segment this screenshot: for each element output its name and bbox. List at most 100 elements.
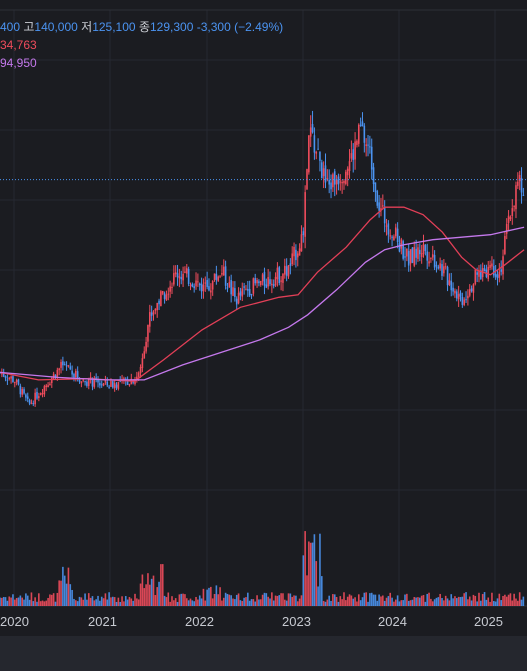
candle-body: [494, 273, 497, 277]
volume-bar: [189, 598, 192, 606]
volume-bar: [28, 599, 31, 606]
candle-body: [263, 271, 266, 286]
candle-body: [80, 381, 83, 384]
candle-body: [28, 400, 31, 404]
candle-body: [328, 179, 330, 185]
candle-body: [443, 266, 445, 274]
volume-bar: [100, 596, 103, 606]
volume-bar: [459, 597, 462, 606]
volume-bar: [86, 599, 88, 606]
volume-bar: [330, 600, 332, 606]
volume-bar: [173, 600, 175, 606]
volume-bar: [165, 597, 168, 606]
volume-bar: [370, 592, 373, 606]
candle-body: [439, 263, 441, 269]
volume-bar: [38, 593, 40, 606]
volume-bar: [119, 601, 122, 606]
volume-bar: [145, 584, 147, 606]
candle-body: [232, 287, 234, 296]
candle-body: [58, 368, 60, 371]
candle-body: [113, 383, 116, 389]
volume-bar: [272, 600, 275, 606]
volume-bar: [278, 595, 281, 606]
candle-body: [215, 273, 218, 280]
volume-bar: [517, 600, 519, 606]
candle-body: [465, 299, 467, 301]
candle-body: [174, 272, 177, 275]
volume-bar: [217, 594, 220, 606]
volume-bar: [65, 583, 68, 606]
candle-body: [12, 376, 14, 382]
candle-body: [454, 290, 456, 294]
candle-body: [265, 284, 268, 288]
volume-bar: [492, 601, 495, 606]
volume-bar: [45, 600, 48, 606]
candle-body: [217, 276, 220, 281]
candle-body: [73, 373, 75, 378]
candle-body: [228, 282, 231, 288]
candle-body: [156, 302, 158, 311]
volume-bar: [419, 597, 421, 606]
candle-body: [492, 266, 495, 276]
volume-bar: [457, 596, 460, 606]
volume-bar: [52, 593, 55, 606]
volume-bar: [73, 598, 75, 606]
close-label: 종: [138, 20, 150, 34]
candle-body: [404, 256, 406, 258]
volume-bar: [433, 599, 436, 606]
volume-bar: [254, 601, 257, 606]
candle-body: [112, 381, 114, 388]
volume-bar: [152, 575, 155, 606]
candle-body: [320, 162, 323, 179]
candle-body: [210, 290, 212, 293]
candle-body: [350, 153, 353, 159]
volume-bar: [63, 575, 66, 606]
candle-body: [243, 286, 245, 288]
candle-body: [433, 254, 436, 268]
volume-bar: [235, 594, 238, 606]
candle-body: [141, 358, 144, 368]
candle-body: [259, 281, 262, 285]
candle-body: [431, 254, 434, 258]
candle-body: [119, 380, 122, 382]
candle-body: [178, 276, 181, 279]
candle-body: [163, 293, 166, 299]
candle-body: [339, 181, 342, 183]
candle-body: [169, 286, 171, 292]
volume-bar: [2, 597, 5, 606]
candle-body: [267, 277, 269, 287]
volume-bar: [470, 600, 473, 606]
volume-bar: [431, 601, 434, 606]
volume-bar: [354, 597, 356, 606]
volume-bar: [158, 581, 160, 606]
volume-bar: [187, 600, 190, 606]
volume-bar: [274, 595, 277, 606]
volume-bar: [478, 592, 480, 606]
volume-bar: [117, 597, 120, 606]
candle-body: [398, 243, 401, 252]
candle-body: [89, 377, 92, 380]
candle-body: [195, 280, 197, 287]
candle-body: [285, 266, 288, 276]
volume-bar: [317, 586, 319, 606]
candle-body: [333, 171, 336, 185]
candle-body: [483, 268, 486, 272]
volume-bar: [56, 592, 59, 606]
volume-bar: [91, 596, 94, 606]
volume-bar: [474, 595, 477, 606]
candle-body: [8, 377, 11, 379]
volume-bar: [156, 587, 158, 606]
candle-body: [136, 376, 138, 380]
volume-bar: [467, 599, 469, 606]
candle-body: [193, 286, 195, 289]
candle-body: [515, 185, 517, 210]
candle-body: [234, 288, 236, 297]
volume-bar: [346, 596, 349, 606]
candle-body: [230, 280, 232, 295]
volume-bar: [441, 598, 443, 606]
volume-bar: [328, 595, 330, 606]
candle-body: [513, 205, 515, 207]
candle-body: [389, 235, 392, 237]
